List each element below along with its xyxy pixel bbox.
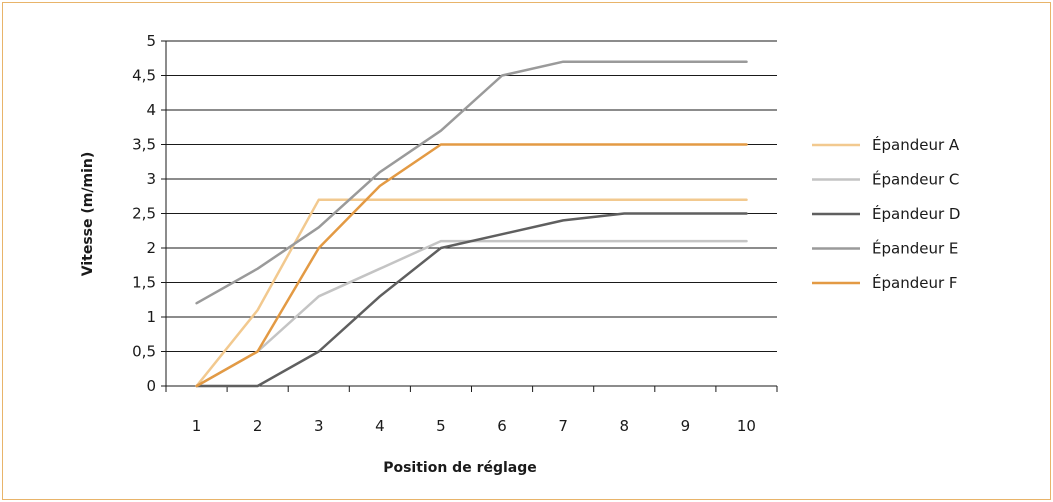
series-line <box>195 60 748 305</box>
legend: Épandeur A Épandeur C Épandeur D Épandeur E… <box>812 135 960 292</box>
y-tick-label: 0,5 <box>132 343 156 361</box>
x-tick-label: 6 <box>497 417 507 435</box>
x-tick-label: 1 <box>192 417 202 435</box>
gridlines <box>166 40 777 352</box>
legend-label: Épandeur C <box>872 170 959 189</box>
y-tick-label: 5 <box>146 32 156 50</box>
legend-label: Épandeur D <box>872 204 960 223</box>
y-tick-label: 4 <box>146 101 156 119</box>
series-lines <box>195 60 748 388</box>
x-tick-label: 3 <box>314 417 324 435</box>
x-tick-label: 7 <box>558 417 568 435</box>
axes <box>161 40 778 392</box>
x-axis-title: Position de réglage <box>383 460 537 476</box>
x-tick-label: 8 <box>619 417 629 435</box>
y-axis-title: Vitesse (m/min) <box>80 152 96 276</box>
y-tick-label: 2 <box>146 239 156 257</box>
y-tick-label: 2,5 <box>132 205 156 223</box>
y-tick-labels: 0 0,5 1 1,5 2 2,5 3 3,5 4 4,5 5 <box>132 32 156 395</box>
y-tick-label: 0 <box>146 377 156 395</box>
x-tick-label: 10 <box>737 417 756 435</box>
y-tick-label: 3 <box>146 170 156 188</box>
y-tick-label: 1 <box>146 308 156 326</box>
series-line <box>195 198 748 388</box>
y-tick-label: 4,5 <box>132 67 156 85</box>
x-tick-label: 5 <box>436 417 446 435</box>
x-tick-label: 2 <box>253 417 263 435</box>
legend-label: Épandeur F <box>872 273 958 292</box>
y-tick-label: 1,5 <box>132 274 156 292</box>
series-line <box>195 212 748 388</box>
x-tick-label: 9 <box>681 417 691 435</box>
legend-label: Épandeur A <box>872 135 960 154</box>
x-tick-label: 4 <box>375 417 385 435</box>
series-line <box>195 143 748 388</box>
x-tick-labels: 1 2 3 4 5 6 7 8 9 10 <box>192 417 756 435</box>
y-tick-label: 3,5 <box>132 136 156 154</box>
legend-label: Épandeur E <box>872 239 958 258</box>
